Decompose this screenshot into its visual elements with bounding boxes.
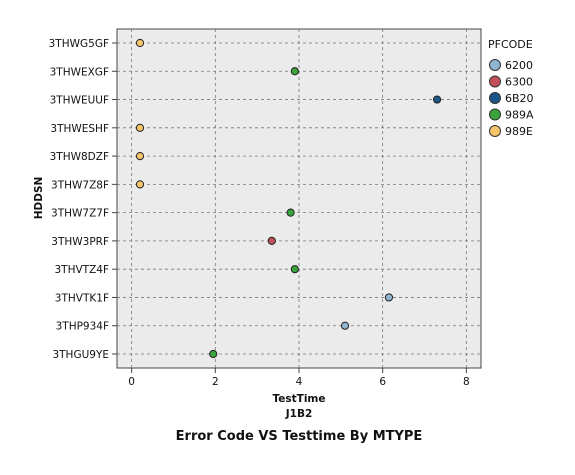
legend-label: 989A [505,109,534,122]
legend-label: 6200 [505,59,533,72]
y-tick-label: 3THW7Z8F [51,179,109,191]
x-tick-label: 4 [296,376,303,388]
legend: PFCODE 6200 6300 6B20 989A 989E [488,38,534,138]
y-tick-label: 3THVTZ4F [55,264,110,276]
y-axis-title: HDDSN [33,177,45,220]
legend-label: 989E [505,125,533,138]
x-tick-label: 8 [463,376,470,388]
data-points [135,38,442,359]
legend-title: PFCODE [488,38,533,51]
y-tick-label: 3THW7Z7F [51,208,109,220]
data-point [290,67,299,76]
y-tick-label: 3THVTK1F [55,292,109,304]
legend-label: 6B20 [505,92,534,105]
data-point [135,123,145,132]
data-point [135,151,145,161]
y-tick-label: 3THWEXGF [50,66,109,78]
y-axis: 3THWG5GF 3THWEXGF 3THWEUUF 3THWESHF 3THW8DZF… [49,38,117,361]
grid [117,29,481,368]
x-tick-label: 6 [379,376,386,388]
x-axis-subtitle: J1B2 [285,408,313,420]
legend-marker [489,108,501,121]
legend-marker [489,125,501,137]
data-point [290,265,299,274]
legend-marker [489,59,501,71]
y-tick-label: 3THW3PRF [51,236,109,248]
y-tick-label: 3THW8DZF [50,151,109,163]
chart-title: Error Code VS Testtime By MTYPE [176,429,423,444]
data-point [135,180,145,189]
data-point [384,293,394,302]
data-point [267,236,276,246]
data-point [135,38,145,48]
legend-label: 6300 [505,76,533,89]
data-point [340,321,350,330]
y-tick-label: 3THGU9YE [52,349,109,361]
x-tick-label: 0 [128,376,135,388]
y-tick-label: 3THWG5GF [49,38,109,50]
x-tick-label: 2 [212,376,219,388]
y-tick-label: 3THWEUUF [50,95,109,107]
y-tick-label: 3THP934F [56,321,109,333]
data-point [286,208,295,217]
x-axis: 0 2 4 6 8 [128,368,470,388]
legend-marker [489,92,501,104]
data-point [432,95,442,104]
x-axis-title: TestTime [273,393,326,405]
y-tick-label: 3THWESHF [50,123,109,135]
legend-marker [489,75,501,88]
data-point [209,349,218,359]
